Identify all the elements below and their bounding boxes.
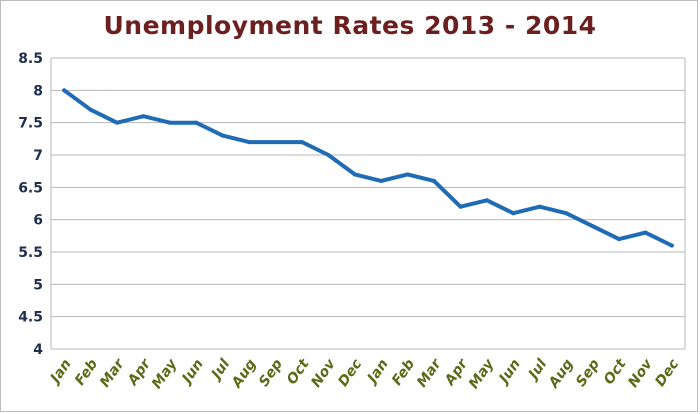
data-point [88,107,93,112]
data-point [379,178,384,183]
data-point [220,133,225,138]
y-tick-label: 7 [33,148,43,164]
x-tick-label: Sep [256,356,286,389]
x-tick-label: Dec [335,356,365,390]
data-point [141,114,146,119]
data-point [62,88,67,93]
x-tick-label: Mar [97,356,128,391]
y-tick-label: 6 [33,213,43,229]
data-point [167,120,172,125]
y-tick-label: 7.5 [18,116,43,132]
data-point [273,140,278,145]
data-point [432,178,437,183]
y-tick-label: 4 [33,342,43,358]
data-point [643,230,648,235]
x-tick-label: Dec [652,356,682,390]
x-tick-label: Aug [228,356,259,391]
x-tick-label: Nov [625,356,656,391]
x-tick-label: Feb [389,356,418,388]
y-tick-label: 8.5 [18,51,43,67]
x-tick-label: May [149,356,181,392]
x-tick-label: Jan [363,356,392,388]
y-tick-label: 5.5 [18,245,43,261]
x-tick-label: Aug [545,356,576,391]
data-point [590,224,595,229]
x-tick-label: Sep [573,356,603,389]
data-point [564,211,569,216]
y-tick-label: 8 [33,83,43,99]
data-point [458,204,463,209]
x-tick-label: Nov [308,356,339,391]
data-point [616,237,621,242]
y-tick-label: 6.5 [18,180,43,196]
y-axis-ticks: 8.5 8 7.5 7 6.5 6 5.5 5 4.5 4 [18,51,43,358]
data-point [484,198,489,203]
data-point [194,120,199,125]
data-point [326,153,331,157]
gridlines [50,57,686,350]
x-tick-label: Jun [495,356,524,388]
x-tick-label: Jan [46,356,75,388]
data-point [115,120,120,125]
y-tick-label: 5 [33,277,43,293]
y-tick-label: 4.5 [18,310,43,326]
series-line [62,88,674,248]
chart-title: Unemployment Rates 2013 - 2014 [103,11,597,40]
x-tick-label: May [466,356,498,392]
data-point [405,172,410,177]
x-tick-label: Jun [178,356,207,388]
data-point [511,211,516,216]
series-layer [62,88,674,248]
data-point [247,140,252,145]
x-tick-label: Feb [72,356,101,388]
data-point [537,204,542,209]
x-tick-label: Mar [414,356,445,391]
data-point [352,172,357,177]
data-point [299,140,304,145]
data-point [669,243,674,248]
